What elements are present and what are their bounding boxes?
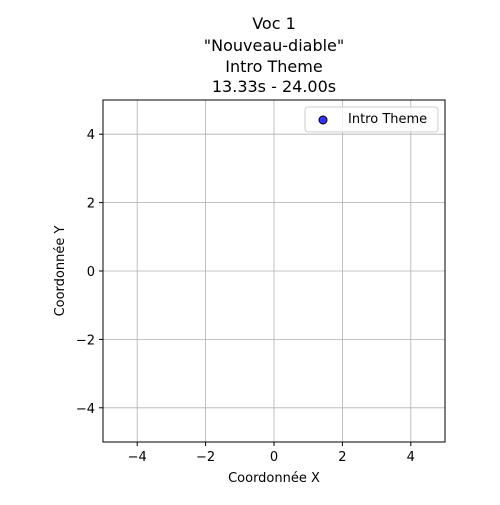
grid-lines [103, 100, 445, 442]
y-tick-label: 0 [87, 265, 95, 280]
x-tick-label: −2 [196, 450, 215, 465]
title-line-3: Intro Theme [225, 57, 322, 76]
title-line-2: "Nouveau-diable" [204, 36, 345, 55]
title-line-4: 13.33s - 24.00s [212, 77, 336, 96]
legend: Intro Theme [304, 106, 439, 133]
chart-title: Voc 1 "Nouveau-diable" Intro Theme 13.33… [204, 14, 345, 96]
y-tick-label: −2 [76, 333, 95, 348]
x-tick-label: 4 [407, 450, 415, 465]
y-axis-ticks: −4 −2 0 2 4 [76, 128, 103, 417]
title-line-1: Voc 1 [252, 14, 296, 33]
legend-box [304, 106, 439, 133]
x-tick-label: 2 [338, 450, 346, 465]
x-axis-ticks: −4 −2 0 2 4 [128, 442, 415, 465]
y-tick-label: 4 [87, 128, 95, 143]
x-tick-label: 0 [270, 450, 278, 465]
legend-marker [318, 115, 328, 125]
legend-label: Intro Theme [348, 112, 427, 127]
x-axis-label: Coordonnée X [228, 471, 320, 486]
y-tick-label: 2 [87, 197, 95, 212]
y-tick-label: −4 [76, 402, 95, 417]
x-tick-label: −4 [128, 450, 147, 465]
y-axis-label: Coordonnée Y [53, 226, 68, 317]
